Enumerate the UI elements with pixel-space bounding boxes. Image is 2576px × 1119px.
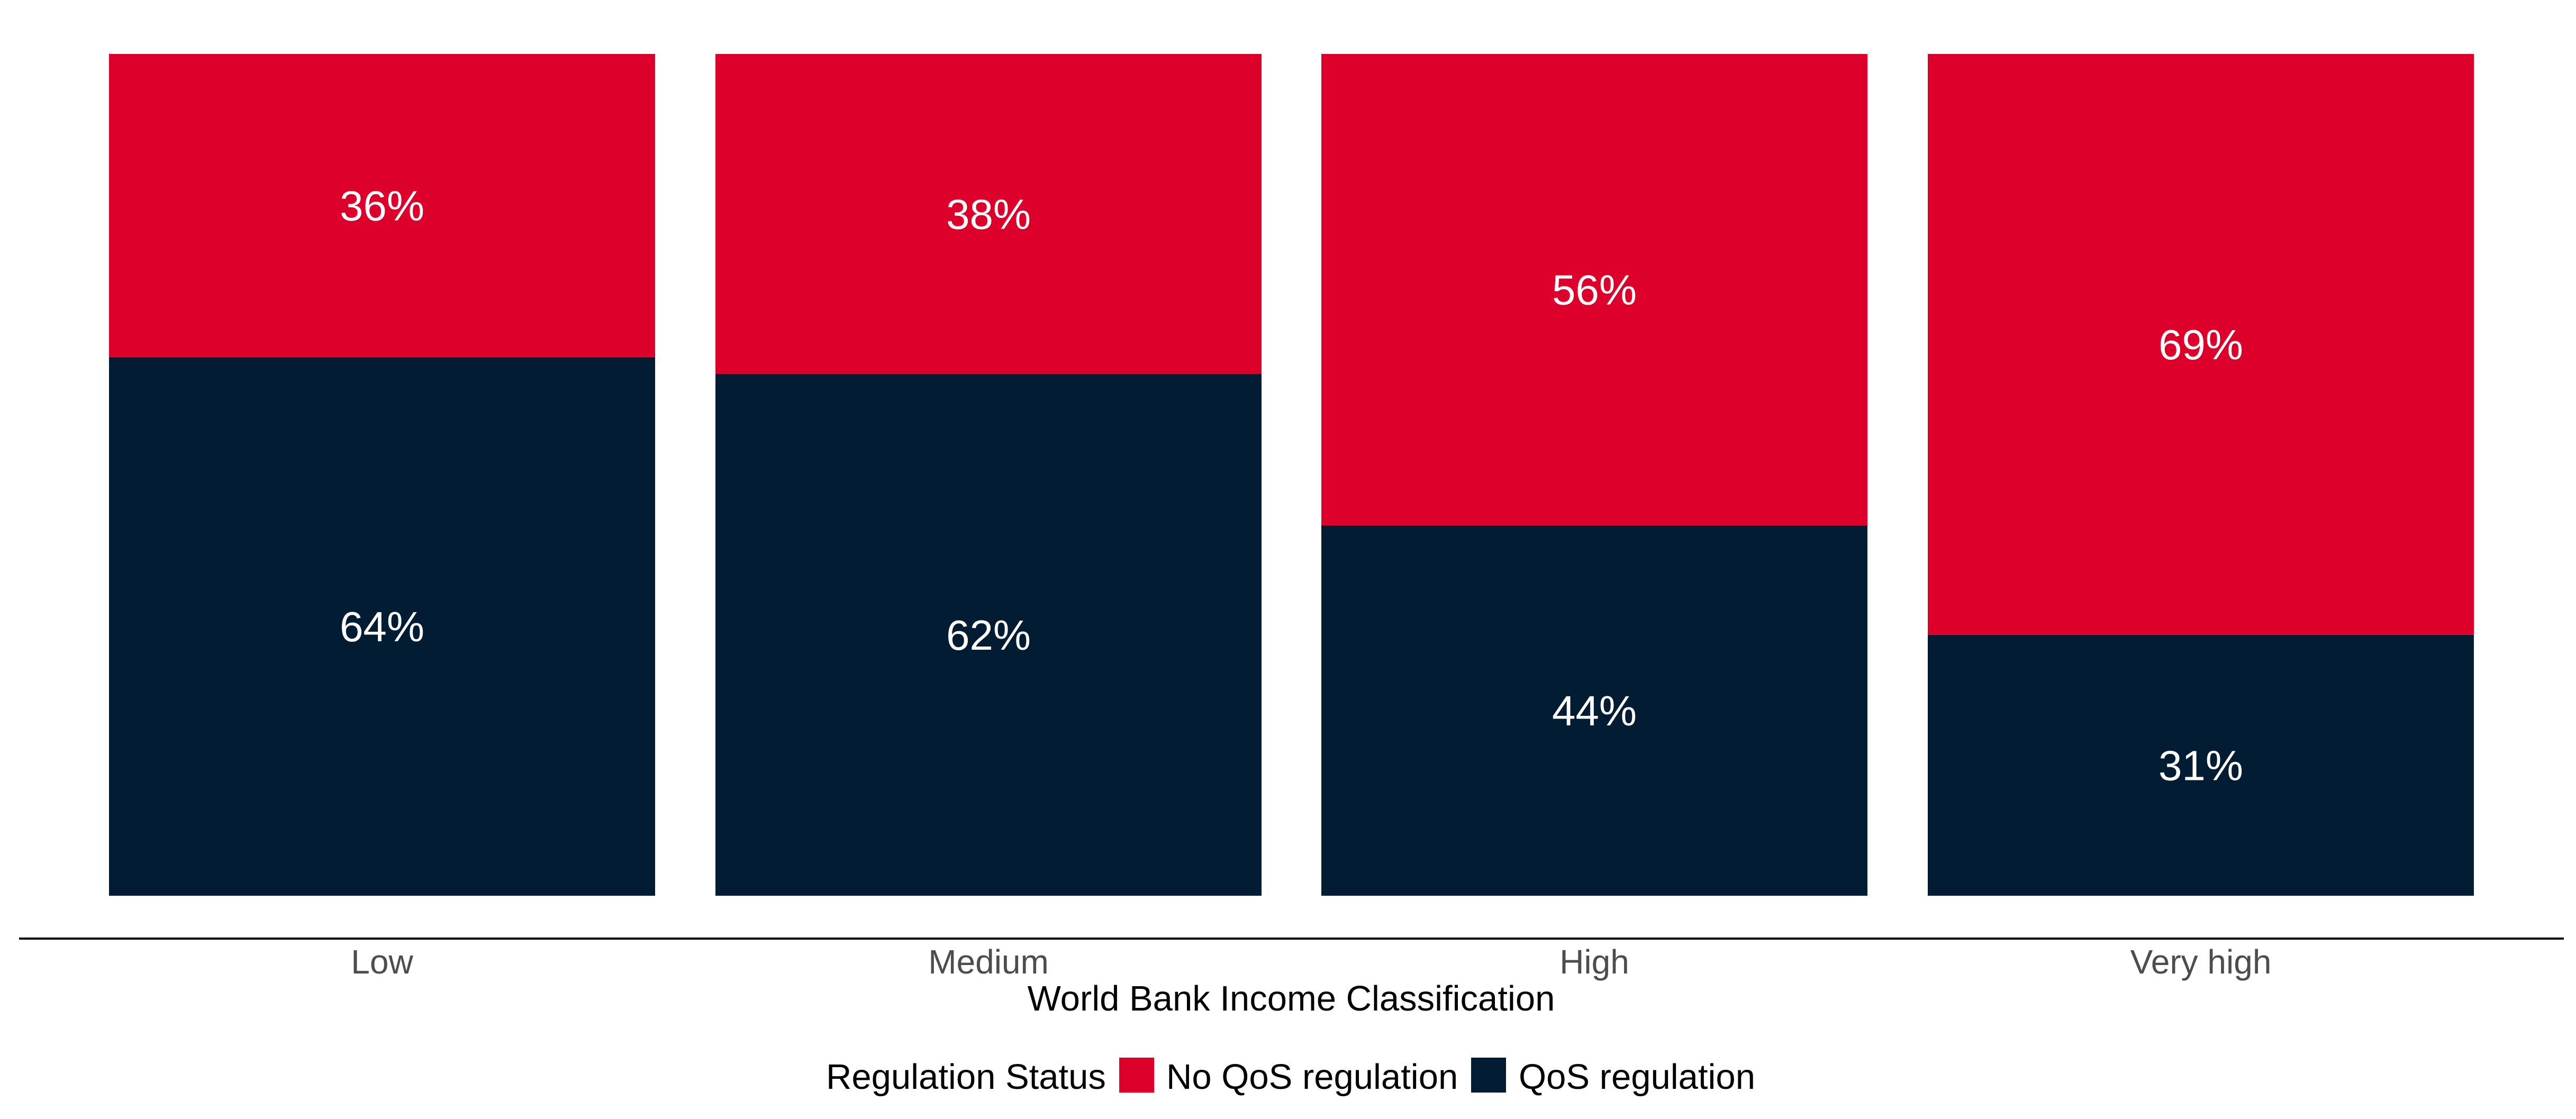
- data-label-qos-low: 64%: [340, 603, 424, 650]
- bar-qos-low: [109, 357, 655, 896]
- bar-no-qos-very-high: [1928, 54, 2474, 635]
- data-label-no-qos-medium: 38%: [946, 190, 1031, 238]
- data-label-qos-medium: 62%: [946, 612, 1031, 659]
- data-label-qos-very-high: 31%: [2158, 742, 2243, 789]
- x-tick-label-low: Low: [351, 943, 413, 981]
- legend: Regulation Status No QoS regulation QoS …: [826, 1057, 1755, 1097]
- legend-swatch-no-qos: [1119, 1058, 1154, 1093]
- bar-labels-layer: 64% 36% 62% 38% 44% 56% 31% 69%: [340, 182, 2243, 789]
- x-axis-title: World Bank Income Classification: [1028, 979, 1555, 1018]
- x-tick-label-high: High: [1559, 943, 1629, 981]
- data-label-no-qos-low: 36%: [340, 182, 424, 229]
- x-tick-label-very-high: Very high: [2130, 943, 2272, 981]
- bar-qos-high: [1321, 525, 1867, 896]
- bar-qos-very-high: [1928, 634, 2474, 896]
- legend-label-qos: QoS regulation: [1519, 1057, 1755, 1097]
- legend-title: Regulation Status: [826, 1057, 1106, 1097]
- x-tick-labels: Low Medium High Very high: [351, 943, 2271, 981]
- legend-swatch-qos: [1471, 1058, 1506, 1093]
- data-label-no-qos-very-high: 69%: [2158, 321, 2243, 368]
- bar-no-qos-medium: [715, 54, 1262, 374]
- bars-layer: [109, 54, 2474, 896]
- bar-qos-medium: [715, 374, 1262, 896]
- legend-label-no-qos: No QoS regulation: [1166, 1057, 1458, 1097]
- bar-no-qos-low: [109, 54, 655, 357]
- bar-no-qos-high: [1321, 54, 1867, 525]
- x-tick-label-medium: Medium: [928, 943, 1049, 981]
- data-label-no-qos-high: 56%: [1552, 266, 1637, 313]
- data-label-qos-high: 44%: [1552, 687, 1637, 734]
